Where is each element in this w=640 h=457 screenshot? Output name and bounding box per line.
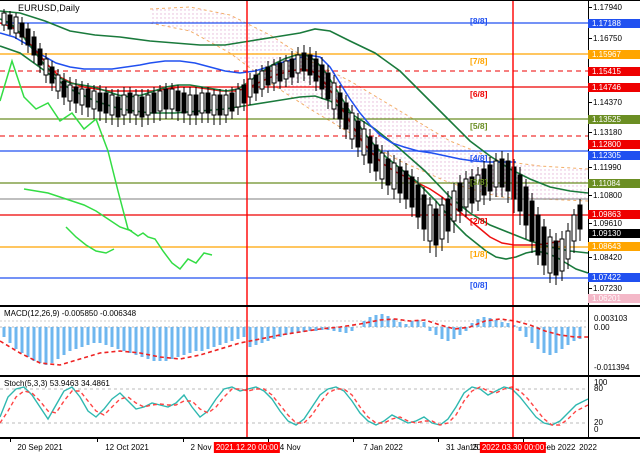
- murrey-level-lines: [0, 22, 588, 279]
- price-plot-area[interactable]: [8/8] [7/8] [6/8] [5/8] [4/8] [3/8] [2/8…: [0, 1, 588, 305]
- price-tag-5-8: 1.13525: [588, 115, 640, 124]
- price-chart-svg: [0, 1, 588, 305]
- stoch-plot-area[interactable]: [0, 377, 588, 437]
- price-tick: 1.13180: [593, 128, 622, 137]
- price-tick: 1.07230: [593, 284, 622, 293]
- price-tick: 1.09610: [593, 219, 622, 228]
- price-tag-3-8: 1.11084: [588, 179, 640, 188]
- macd-scale-top: 0.003103: [594, 314, 628, 323]
- lower-green-line: [0, 58, 213, 271]
- time-tick: 7 Jan 2022: [363, 443, 403, 452]
- time-axis[interactable]: 20 Sep 2021 12 Oct 2021 2 Nov 2021 24 No…: [0, 438, 640, 457]
- murrey-label-7-8: [7/8]: [470, 56, 488, 66]
- price-tag-dashed-upper: 1.15415: [588, 67, 640, 76]
- murrey-label-8-8: [8/8]: [470, 16, 488, 26]
- stoch-scale-80: 80: [594, 384, 603, 393]
- price-panel: [8/8] [7/8] [6/8] [5/8] [4/8] [3/8] [2/8…: [0, 0, 640, 306]
- price-tag-1-8: 1.08643: [588, 242, 640, 251]
- chart-symbol-title: EURUSD,Daily: [18, 3, 80, 13]
- stoch-title: Stoch(5,3,3) 53.9463 34.4861: [4, 379, 110, 388]
- macd-panel: MACD(12,26,9) -0.005850 -0.006348 0.0031…: [0, 306, 640, 376]
- price-axis[interactable]: 1.17940 1.17188 1.16750 1.15967 1.15415 …: [588, 1, 640, 305]
- price-tick: 1.08420: [593, 253, 622, 262]
- price-tag-6-8: 1.14746: [588, 83, 640, 92]
- vertical-date-markers: [246, 1, 514, 305]
- time-tick: 20 Sep 2021: [17, 443, 63, 452]
- candlestick-series: [1, 9, 583, 285]
- macd-chart-svg: [0, 307, 588, 375]
- time-tick: 12 Oct 2021: [105, 443, 149, 452]
- time-tick: 24 Nov: [275, 443, 301, 452]
- murrey-label-1-8: [1/8]: [470, 249, 488, 259]
- murrey-label-6-8: [6/8]: [470, 89, 488, 99]
- macd-scale-zero: 0.00: [594, 323, 610, 332]
- macd-title: MACD(12,26,9) -0.005850 -0.006348: [4, 309, 137, 318]
- stoch-panel: Stoch(5,3,3) 53.9463 34.4861 100 80 20 0: [0, 376, 640, 438]
- price-tick: 1.17940: [593, 3, 622, 12]
- macd-scale-bottom: -0.011394: [594, 363, 630, 372]
- murrey-label-3-8: [3/8]: [470, 177, 488, 187]
- murrey-label-5-8: [5/8]: [470, 121, 488, 131]
- price-tag-current: 1.09130: [588, 229, 640, 238]
- macd-plot-area[interactable]: [0, 307, 588, 375]
- macd-axis: 0.003103 0.00 -0.011394: [588, 307, 640, 375]
- price-tag-7-8: 1.15967: [588, 50, 640, 59]
- price-tag-dashed-mid: 1.12800: [588, 140, 640, 149]
- stoch-scale-100: 100: [594, 378, 608, 387]
- stoch-vertical-markers: [246, 377, 514, 437]
- price-tag-lower: 1.06201: [588, 294, 640, 303]
- stoch-scale-0: 0: [594, 425, 599, 434]
- price-tick: 1.11990: [593, 163, 622, 172]
- time-tick: 31 Jan 2022: [445, 443, 491, 452]
- band-lines: [0, 10, 588, 254]
- price-tick: 1.16750: [593, 34, 622, 43]
- price-tick: 1.10800: [593, 191, 622, 200]
- price-tag-4-8: 1.12305: [588, 151, 640, 160]
- macd-vertical-markers: [246, 307, 514, 375]
- time-tick: 15: [469, 443, 479, 452]
- price-tag-8-8: 1.17188: [588, 19, 640, 28]
- price-tick: 1.14370: [593, 98, 622, 107]
- murrey-label-4-8: [4/8]: [470, 153, 488, 163]
- murrey-label-2-8: [2/8]: [470, 216, 488, 226]
- stoch-d-line: [0, 386, 588, 426]
- stoch-k-line: [0, 386, 588, 426]
- stoch-chart-svg: [0, 377, 588, 437]
- stoch-scale-20: 20: [594, 418, 603, 427]
- time-tick: 22 Feb 2022: [530, 443, 576, 452]
- time-tick: 2 Nov 2021: [190, 443, 232, 452]
- price-tag-2-8: 1.09863: [588, 210, 640, 219]
- time-marker-2: 2022.03.30 00:00: [479, 442, 547, 453]
- time-marker-1: 2021.12.20 00:00: [213, 442, 281, 453]
- time-tick: 2022: [579, 443, 597, 452]
- murrey-label-0-8: [0/8]: [470, 280, 488, 290]
- price-tag-0-8: 1.07422: [588, 273, 640, 282]
- stoch-axis: 100 80 20 0: [588, 377, 640, 437]
- macd-histogram: [2, 314, 582, 365]
